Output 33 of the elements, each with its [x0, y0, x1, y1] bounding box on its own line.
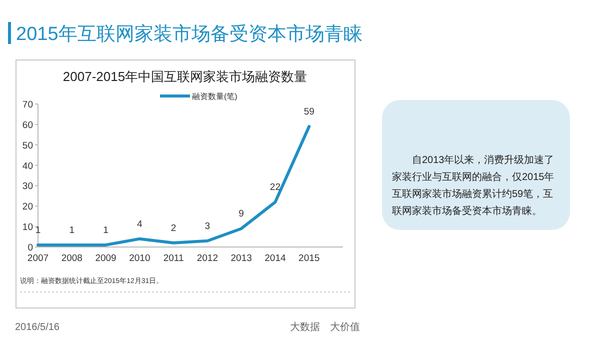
y-tick-label: 70	[22, 100, 33, 110]
text: 自2013年以来，消费升级加速了家装行业与互联网的融合，仅2015年互联网家装市场融资累计约59笔，互联网家装市场备受资本市场青睐。	[382, 100, 570, 230]
legend-label: 融资数量(笔)	[192, 92, 238, 101]
x-tick-label: 2009	[95, 253, 116, 264]
y-tick-label: 0	[28, 242, 33, 254]
data-label: 1	[35, 224, 41, 236]
text: 2016/5/16	[15, 322, 60, 333]
y-tick-label: 20	[22, 202, 33, 213]
y-tick-label: 40	[22, 160, 33, 172]
data-label: 59	[304, 106, 314, 118]
data-label: 3	[204, 220, 210, 232]
x-tick-label: 2015	[298, 253, 320, 264]
data-label: 4	[137, 218, 142, 230]
x-tick-label: 2012	[196, 253, 218, 264]
y-tick-label: 10	[22, 222, 33, 234]
text: 大数据 大价值	[290, 321, 360, 333]
x-tick-label: 2013	[230, 253, 252, 264]
x-tick-label: 2011	[163, 253, 184, 264]
x-tick-label: 2007	[27, 253, 49, 264]
text: 2015年互联网家装市场备受资本市场青睐	[16, 23, 362, 45]
x-tick-label: 2008	[61, 253, 82, 264]
line-series	[36, 124, 311, 246]
x-tick-label: 2014	[264, 253, 286, 264]
data-label: 1	[103, 224, 108, 236]
data-label: 9	[238, 208, 244, 220]
data-label: 2	[170, 222, 176, 234]
data-label: 1	[69, 224, 75, 236]
chart-title: 2007-2015年中国互联网家装市场融资数量	[62, 69, 308, 84]
y-tick-label: 50	[22, 140, 33, 152]
y-tick-label: 30	[22, 181, 33, 192]
data-label: 22	[270, 182, 281, 194]
x-tick-label: 2010	[129, 253, 150, 264]
y-tick-label: 60	[22, 120, 33, 131]
